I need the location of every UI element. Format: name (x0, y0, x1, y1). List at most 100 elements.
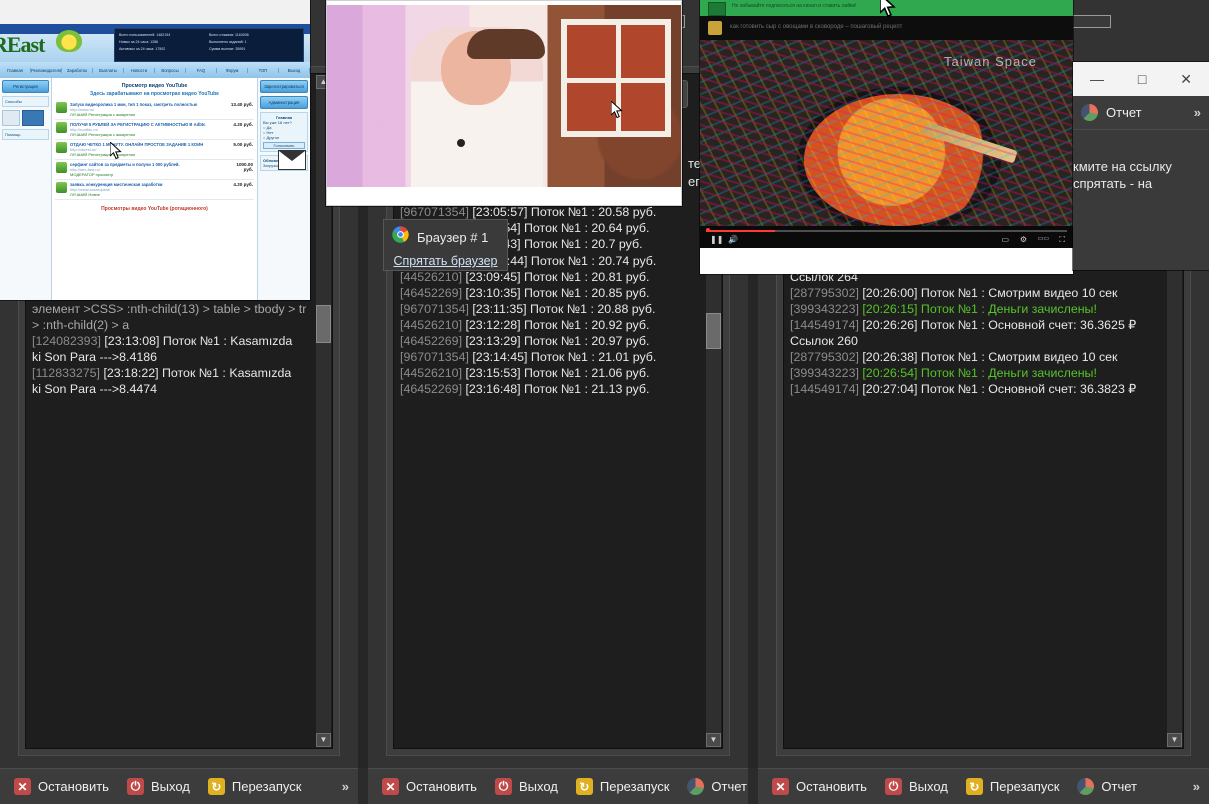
poll-option[interactable]: ○ Да (263, 125, 272, 130)
cc-icon[interactable]: ▭ (1001, 235, 1009, 244)
toolbar-overflow-icon[interactable]: » (1192, 779, 1200, 794)
panel-splitter-1[interactable] (358, 0, 368, 768)
video-window-2[interactable]: Не забывайте подписаться на канал и став… (700, 0, 1073, 274)
toolbar-overflow-icon[interactable]: » (1193, 105, 1201, 120)
scrollbar-thumb[interactable] (706, 313, 721, 349)
video-window-1[interactable] (326, 0, 682, 206)
yt-progress-bar[interactable] (706, 230, 1067, 232)
stop-label: Остановить (796, 779, 867, 794)
task-row[interactable]: серфинг сайтов за предметы и получи 1 00… (55, 160, 254, 180)
volume-icon[interactable]: 🔊 (728, 235, 738, 244)
yt-video-surface[interactable]: Taiwan Space ❚❚ 🔊 ▭ ⚙ ▭▭ ⛶ (700, 40, 1073, 248)
restart-button[interactable]: ↻ Перезапуск (965, 778, 1059, 795)
sidebar-button[interactable]: Администрация (260, 96, 308, 109)
site-nav-item[interactable]: Новости (124, 67, 155, 73)
yt-controls-bar[interactable]: ❚❚ 🔊 ▭ ⚙ ▭▭ ⛶ (700, 226, 1073, 248)
restart-icon: ↻ (965, 778, 983, 795)
stop-button[interactable]: ✕ Остановить (14, 778, 109, 795)
site-nav-item[interactable]: Главная (0, 67, 31, 73)
report-label: Отчет (711, 779, 747, 794)
poll-option[interactable]: ○ Другое (263, 135, 280, 140)
site-nav-item[interactable]: Вопросы (155, 67, 186, 73)
maximize-button[interactable]: □ (1137, 71, 1147, 87)
report-header: Отчет » (1073, 96, 1209, 130)
sidebar-box[interactable]: Помощь (2, 129, 49, 140)
site-logo: REast (0, 32, 45, 57)
chrome-icon (392, 226, 409, 248)
report-button[interactable]: Отчет (687, 778, 747, 795)
task-price: 4.20 руб. (233, 182, 253, 187)
site-nav-item[interactable]: Выплаты (93, 67, 124, 73)
site-nav-item[interactable]: Заработок (62, 67, 93, 73)
mouse-cursor-right (880, 0, 896, 18)
restart-button[interactable]: ↻ Перезапуск (207, 778, 301, 795)
stop-label: Остановить (38, 779, 109, 794)
log-line: [287795302] [20:26:38] Поток №1 : Смотри… (790, 349, 1118, 364)
exit-button[interactable]: ⏻ Выход (126, 778, 190, 795)
stop-icon: ✕ (382, 778, 399, 795)
task-row[interactable]: ОТДАЮ ЧЕТКО 1 МИНУТУ. ОНЛАЙН ПРОСТОЕ ЗАД… (55, 140, 254, 160)
task-avatar-icon (56, 142, 67, 153)
minimize-button[interactable]: — (1089, 71, 1104, 87)
log-line: [144549174] [20:26:26] Поток №1 : Основн… (790, 317, 1137, 332)
video-1-frame[interactable] (327, 5, 681, 189)
site-nav[interactable]: Главная Рекламодателям Заработок Выплаты Нов… (0, 62, 310, 78)
poll-submit-button[interactable]: Голосовать (263, 142, 305, 149)
task-avatar-icon (56, 182, 67, 193)
log-line: [399343223] [20:26:15] Поток №1 : Деньги… (790, 301, 1097, 316)
restart-button[interactable]: ↻ Перезапуск (575, 778, 669, 795)
site-nav-item[interactable]: Выход (279, 67, 310, 73)
log-line: ki Son Para --->8.4186 (32, 349, 158, 364)
sidebar-box[interactable]: Способы (2, 96, 49, 107)
task-avatar-icon (56, 162, 67, 173)
stop-button[interactable]: ✕ Остановить (382, 778, 477, 795)
scroll-down-arrow[interactable]: ▼ (706, 733, 721, 747)
fullscreen-icon[interactable]: ⛶ (1059, 235, 1065, 244)
report-button[interactable]: Отчет (1077, 778, 1137, 795)
toolbar-overflow-icon[interactable]: » (341, 779, 349, 794)
task-text: ПОЛУЧИ 5 РУБЛЕЙ ЗА РЕГИСТРАЦИЮ С АКТИВНО… (70, 122, 206, 137)
report-line-1: кмите на ссылку (1073, 159, 1172, 174)
play-pause-icon[interactable]: ❚❚ (710, 235, 724, 244)
report-pie-icon (687, 778, 705, 795)
log-line: [44526210] [23:12:28] Поток №1 : 20.92 р… (400, 317, 650, 332)
hide-browser-link[interactable]: Спрятать браузер (393, 254, 498, 268)
yt-pan-shape (804, 94, 994, 226)
report-window[interactable]: — □ ✕ Отчет » кмите на ссылку спрятать -… (1073, 62, 1209, 270)
task-text: заявка. конкуренция мистическая заработк… (70, 182, 163, 197)
task-row[interactable]: Запуск видеоролика 1 мин, тип 1 показ, с… (55, 100, 254, 120)
poll-option[interactable]: ○ Нет (263, 130, 274, 135)
panel-splitter-2[interactable] (748, 0, 758, 768)
site-browser-window[interactable]: REast Всего пользователей: 1482194 Новых… (0, 0, 310, 300)
task-row[interactable]: ПОЛУЧИ 5 РУБЛЕЙ ЗА РЕГИСТРАЦИЮ С АКТИВНО… (55, 120, 254, 140)
scroll-down-arrow[interactable]: ▼ (316, 733, 331, 747)
sidebar-button[interactable]: Зарегистрироваться (260, 80, 308, 93)
miniplayer-icon[interactable]: ▭▭ (1037, 236, 1049, 242)
site-nav-item[interactable]: Форум (217, 67, 248, 73)
power-icon: ⏻ (126, 778, 144, 795)
power-icon: ⏻ (494, 778, 512, 795)
poll-box: Главная Вы уже 18 лет? ○ Да ○ Нет ○ Друг… (260, 112, 308, 152)
site-nav-item[interactable]: FAQ (186, 67, 217, 73)
site-nav-item[interactable]: Рекламодателям (31, 67, 62, 73)
exit-button[interactable]: ⏻ Выход (494, 778, 558, 795)
site-nav-item[interactable]: ТОП (248, 67, 279, 73)
sidebar-button[interactable]: Регистрация (2, 80, 49, 93)
close-button[interactable]: ✕ (1180, 70, 1192, 87)
video-1-window-prop (561, 19, 671, 137)
task-row[interactable]: заявка. конкуренция мистическая заработк… (55, 180, 254, 200)
site-stats-box: Всего пользователей: 1482194 Новых за 24… (114, 28, 304, 62)
stop-button[interactable]: ✕ Остановить (772, 778, 867, 795)
mouse-cursor-mid (611, 101, 623, 119)
browser-badge[interactable]: Браузер # 1 Спрятать браузер (383, 219, 508, 271)
restart-icon: ↻ (207, 778, 225, 795)
gear-icon[interactable]: ⚙ (1019, 235, 1027, 244)
log-line: [967071354] [23:11:35] Поток №1 : 20.88 … (400, 301, 656, 316)
exit-button[interactable]: ⏻ Выход (884, 778, 948, 795)
scroll-down-arrow[interactable]: ▼ (1167, 733, 1182, 747)
scrollbar-thumb[interactable] (316, 305, 331, 343)
log-scrollbar[interactable]: ▲ ▼ (316, 75, 331, 747)
task-text: ОТДАЮ ЧЕТКО 1 МИНУТУ. ОНЛАЙН ПРОСТОЕ ЗАД… (70, 142, 204, 157)
log-line: [112833275] [23:18:22] Поток №1 : Kasamı… (32, 365, 292, 380)
